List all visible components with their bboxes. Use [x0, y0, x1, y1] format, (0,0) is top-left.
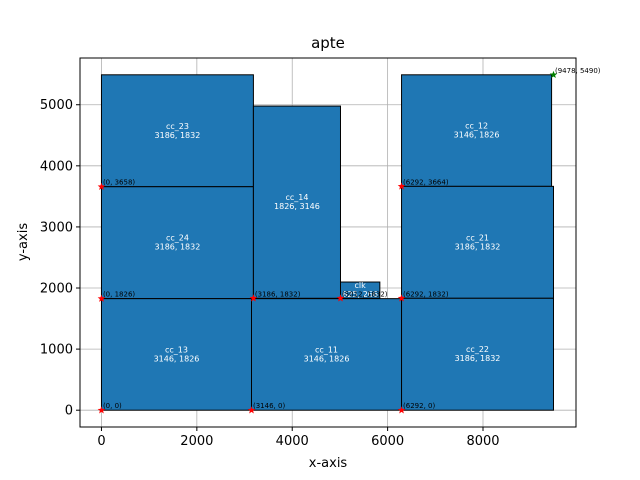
block-name-label: clk	[355, 281, 367, 290]
block-cc_12	[401, 74, 553, 187]
point-marker	[336, 294, 345, 302]
block-name-label: cc_14	[285, 193, 308, 202]
x-axis-title: x-axis	[309, 456, 348, 471]
points: (0, 0) (3146, 0) (6292, 0) (0, 1826) (3186, …	[97, 67, 601, 414]
point-marker	[97, 294, 106, 302]
block-size-label: 825, 266	[342, 290, 378, 299]
block-name-label: cc_22	[466, 345, 489, 354]
block-size-label: 3186, 1832	[155, 131, 201, 140]
block-name-label: cc_12	[465, 122, 488, 131]
point-label: (6292, 0)	[403, 402, 435, 410]
block-name-label: cc_11	[315, 345, 338, 354]
x-tick-label: 8000	[466, 434, 499, 449]
block-size-label: 3146, 1826	[454, 131, 500, 140]
corner-point-label: (9478, 5490)	[555, 67, 601, 75]
block-name-label: cc_13	[165, 345, 188, 354]
point-label: (0, 3658)	[103, 179, 135, 187]
block-cc_14	[252, 105, 341, 299]
block-size-label: 3186, 1832	[155, 243, 201, 252]
point-label: (0, 0)	[103, 402, 122, 410]
x-tick-label: 6000	[371, 434, 404, 449]
y-tick-label: 3000	[40, 220, 73, 235]
block-cc_11	[251, 298, 403, 411]
chart-title: apte	[311, 34, 345, 52]
block-clk	[339, 281, 381, 299]
y-tick-label: 4000	[40, 159, 73, 174]
y-tick-label: 5000	[40, 98, 73, 113]
point-marker	[249, 294, 258, 302]
block-size-label: 3146, 1826	[154, 354, 200, 363]
y-tick-label: 1000	[40, 343, 73, 358]
point-label: (3146, 0)	[253, 402, 285, 410]
block-name-label: cc_23	[166, 122, 189, 131]
y-axis-ticks: 0 1000 2000 3000 4000 5000	[40, 98, 80, 419]
block-size-label: 3186, 1832	[455, 242, 501, 251]
block-cc_13	[100, 298, 253, 411]
x-axis-ticks: 0 2000 4000 6000 8000	[97, 427, 500, 449]
y-tick-label: 2000	[40, 282, 73, 297]
block-size-label: 3146, 1826	[304, 354, 350, 363]
x-tick-label: 0	[97, 434, 105, 449]
block-name-label: cc_21	[466, 233, 489, 242]
plot-area-frame	[79, 57, 577, 428]
point-marker	[397, 182, 406, 190]
block-size-label: 3186, 1832	[455, 354, 501, 363]
block-cc_21	[401, 185, 554, 299]
point-label: (6292, 1832)	[403, 290, 449, 298]
point-label: (3186, 1832)	[255, 290, 301, 298]
point-marker	[397, 406, 406, 414]
point-label: (0, 1826)	[103, 291, 135, 299]
point-marker	[247, 406, 256, 414]
point-label: (5012, 1832)	[342, 290, 388, 298]
point-marker	[397, 294, 406, 302]
block-size-label: 1826, 3146	[274, 202, 320, 211]
y-tick-label: 0	[65, 404, 73, 419]
x-tick-label: 2000	[180, 434, 213, 449]
block-name-label: cc_24	[166, 234, 189, 243]
point-label: (6292, 3664)	[403, 178, 449, 186]
point-marker	[97, 406, 106, 414]
y-axis-title: y-axis	[16, 223, 31, 261]
x-tick-label: 4000	[276, 434, 309, 449]
point-marker	[97, 182, 106, 190]
corner-point-marker	[549, 70, 558, 79]
block-cc_22	[401, 297, 554, 411]
